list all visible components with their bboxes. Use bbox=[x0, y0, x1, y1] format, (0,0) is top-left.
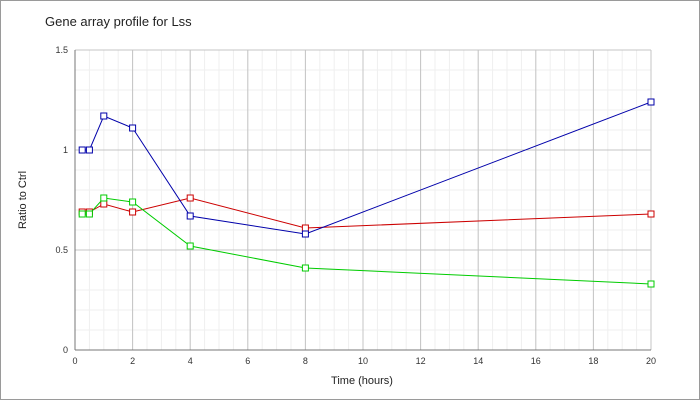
data-point-marker bbox=[78, 146, 86, 154]
data-point-marker bbox=[301, 264, 309, 272]
data-point-marker bbox=[100, 112, 108, 120]
x-tick-label: 4 bbox=[188, 356, 193, 366]
x-tick-label: 18 bbox=[588, 356, 598, 366]
data-point-marker bbox=[647, 210, 655, 218]
series-line-3 bbox=[78, 194, 655, 288]
x-tick-label: 12 bbox=[416, 356, 426, 366]
data-point-marker bbox=[100, 200, 108, 208]
y-tick-labels: 0 0.5 1 1.5 bbox=[55, 45, 68, 355]
x-tick-label: 8 bbox=[303, 356, 308, 366]
data-point-marker bbox=[186, 212, 194, 220]
data-point-marker bbox=[100, 194, 108, 202]
series-path bbox=[82, 197, 652, 229]
data-point-marker bbox=[186, 194, 194, 202]
data-point-marker bbox=[647, 280, 655, 288]
x-tick-label: 2 bbox=[130, 356, 135, 366]
data-point-marker bbox=[85, 210, 93, 218]
y-axis-label: Ratio to Ctrl bbox=[17, 171, 29, 229]
x-tick-label: 6 bbox=[245, 356, 250, 366]
series-line-1 bbox=[78, 98, 655, 238]
axes bbox=[74, 50, 651, 351]
x-tick-label: 14 bbox=[473, 356, 483, 366]
x-tick-labels: 0 2 4 6 8 10 12 14 16 18 20 bbox=[72, 356, 656, 366]
y-tick-label: 1 bbox=[63, 145, 68, 155]
data-point-marker bbox=[186, 242, 194, 250]
series-path bbox=[82, 101, 652, 235]
data-point-marker bbox=[647, 98, 655, 106]
y-tick-label: 0.5 bbox=[55, 245, 68, 255]
data-point-marker bbox=[301, 230, 309, 238]
data-point-marker bbox=[85, 146, 93, 154]
data-point-marker bbox=[129, 208, 137, 216]
y-tick-label: 0 bbox=[63, 345, 68, 355]
x-tick-label: 0 bbox=[72, 356, 77, 366]
series-group bbox=[78, 98, 655, 288]
data-point-marker bbox=[129, 124, 137, 132]
x-axis-label: Time (hours) bbox=[331, 375, 393, 387]
data-point-marker bbox=[129, 198, 137, 206]
y-tick-label: 1.5 bbox=[55, 45, 68, 55]
chart-title: Gene array profile for Lss bbox=[45, 14, 192, 29]
data-point-marker bbox=[301, 224, 309, 232]
x-tick-label: 20 bbox=[646, 356, 656, 366]
x-tick-label: 10 bbox=[358, 356, 368, 366]
data-point-marker bbox=[78, 210, 86, 218]
series-line-2 bbox=[78, 194, 655, 232]
x-tick-label: 16 bbox=[531, 356, 541, 366]
